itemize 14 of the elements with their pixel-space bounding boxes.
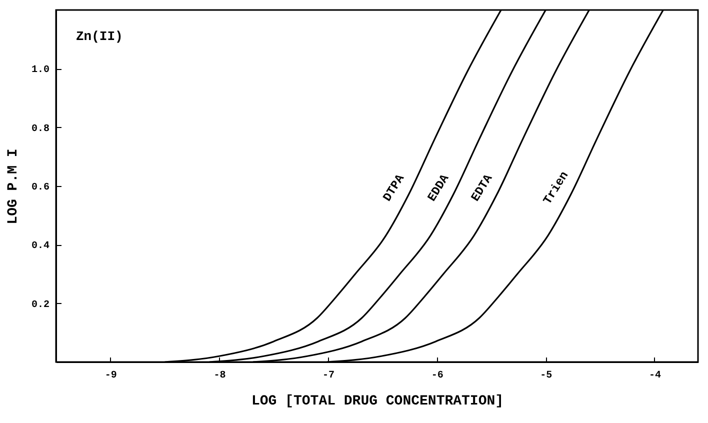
- x-tick-label: -6: [431, 370, 444, 382]
- y-tick-label: 0.2: [31, 300, 50, 311]
- y-tick-label: 1.0: [31, 65, 50, 76]
- x-tick-label: -9: [104, 370, 117, 382]
- x-tick-label: -4: [648, 370, 661, 382]
- x-tick-label: -8: [214, 370, 226, 382]
- y-tick-label: 0.4: [31, 241, 50, 252]
- annotation: Zn(II): [76, 29, 123, 44]
- x-tick-label: -7: [322, 370, 335, 382]
- x-axis-title: LOG [TOTAL DRUG CONCENTRATION]: [251, 394, 504, 410]
- y-tick-label: 0.6: [31, 182, 50, 194]
- y-tick-label: 0.8: [31, 124, 50, 135]
- y-axis-title: LOG P.M I: [5, 148, 22, 224]
- x-tick-label: -5: [540, 370, 552, 382]
